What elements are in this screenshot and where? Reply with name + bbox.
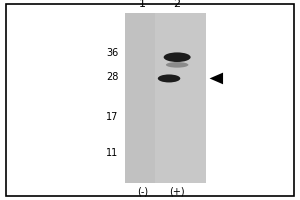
Ellipse shape xyxy=(164,52,191,62)
Text: (-): (-) xyxy=(137,187,148,197)
Text: 11: 11 xyxy=(106,148,118,158)
Text: (+): (+) xyxy=(169,187,185,197)
Bar xyxy=(124,13,155,183)
Text: 1: 1 xyxy=(139,0,146,9)
Ellipse shape xyxy=(166,62,188,68)
Text: 17: 17 xyxy=(106,112,118,122)
Polygon shape xyxy=(210,73,223,84)
Text: 36: 36 xyxy=(106,48,118,58)
Text: 2: 2 xyxy=(174,0,181,9)
Bar xyxy=(124,13,206,183)
Ellipse shape xyxy=(158,74,180,82)
Text: 28: 28 xyxy=(106,72,118,82)
